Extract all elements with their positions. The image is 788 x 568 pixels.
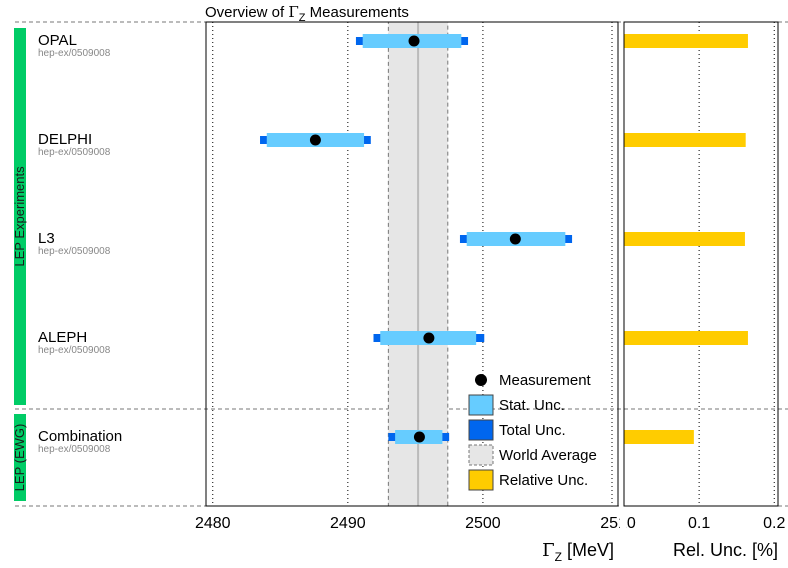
x-tick-label: 2490 (330, 515, 366, 532)
legend-world-symbol (468, 444, 494, 466)
rel-unc-bar (624, 133, 746, 147)
x-tick-label: 2480 (195, 515, 231, 532)
measurement-name: ALEPH (38, 329, 87, 346)
measurement-marker (309, 134, 321, 146)
measurement-marker (509, 233, 521, 245)
measurement-marker (423, 332, 435, 344)
measurement-name: Combination (38, 428, 122, 445)
chart-title: Overview of ΓZ Measurements (205, 3, 409, 24)
main-axes-frame (205, 21, 619, 507)
legend-label: World Average (499, 447, 597, 464)
rel-unc-bar (624, 430, 694, 444)
group-bar (14, 414, 26, 501)
x-axis-title: ΓZ [MeV] (542, 540, 614, 564)
x-tick-label: 2500 (465, 515, 501, 532)
legend-label: Measurement (499, 372, 592, 389)
rel-tick-label: 0.1 (688, 515, 710, 532)
legend-marker-symbol (475, 374, 487, 386)
rel-unc-bar (624, 232, 745, 246)
rel-axes-frame (623, 21, 779, 507)
measurement-marker (408, 35, 420, 47)
measurement-marker (413, 431, 425, 443)
measurement-name: OPAL (38, 32, 77, 49)
legend-label: Relative Unc. (499, 472, 588, 489)
legend-label: Stat. Unc. (499, 397, 565, 414)
rel-unc-bar (624, 331, 748, 345)
group-label: LEP (EWG) (12, 424, 27, 492)
measurement-ref: hep-ex/0509008 (38, 345, 111, 356)
measurement-ref: hep-ex/0509008 (38, 147, 111, 158)
legend-stat-symbol (468, 394, 494, 416)
legend-rel-symbol (468, 469, 494, 491)
measurement-ref: hep-ex/0509008 (38, 48, 111, 59)
legend-label: Total Unc. (499, 422, 566, 439)
legend-total-symbol (468, 419, 494, 441)
measurement-ref: hep-ex/0509008 (38, 246, 111, 257)
measurement-ref: hep-ex/0509008 (38, 444, 111, 455)
tick-clip-mask (620, 510, 626, 534)
measurement-name: DELPHI (38, 131, 92, 148)
rel-axis-title: Rel. Unc. [%] (673, 540, 778, 560)
group-bar (14, 28, 26, 405)
rel-tick-label: 0.2 (763, 515, 785, 532)
rel-unc-bar (624, 34, 748, 48)
panel-gap (619, 505, 623, 508)
group-label: LEP Experiments (12, 166, 27, 267)
measurement-name: L3 (38, 230, 55, 247)
x-tick-label: 2510 (600, 515, 636, 532)
